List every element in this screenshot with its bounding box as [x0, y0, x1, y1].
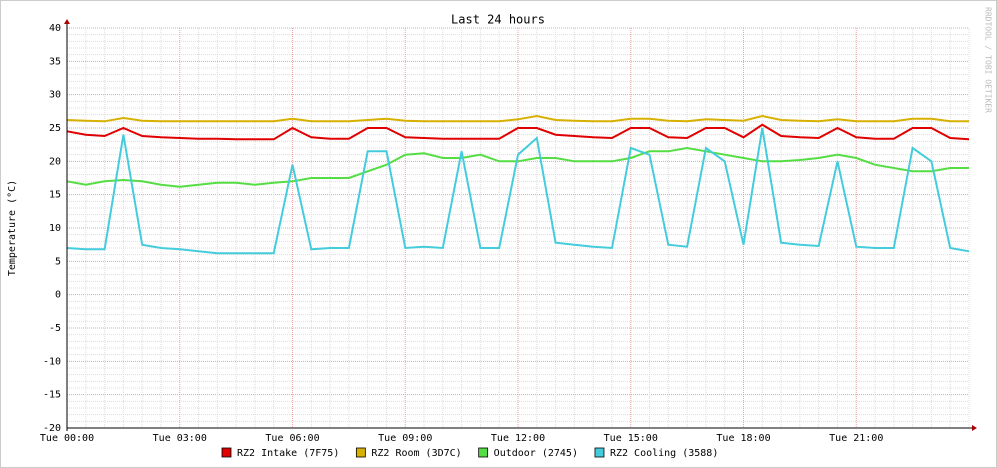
y-arrow — [64, 19, 70, 24]
x-tick-label: Tue 18:00 — [716, 433, 770, 444]
y-tick-label: 10 — [49, 223, 61, 234]
series-line — [66, 114, 969, 123]
y-tick-label: 40 — [49, 23, 61, 34]
legend-label: RZ2 Cooling (3588) — [610, 448, 718, 459]
y-tick-label: 20 — [49, 156, 61, 167]
plot — [66, 114, 970, 255]
chart-title: Last 24 hours — [451, 13, 545, 27]
x-tick-label: Tue 21:00 — [829, 433, 883, 444]
legend: RZ2 Intake (7F75) RZ2 Room (3D7C) Outdoor … — [221, 447, 718, 459]
y-tick-label: 5 — [55, 256, 61, 267]
legend-swatch — [478, 447, 489, 458]
legend-swatch — [221, 447, 232, 458]
y-tick-label: 0 — [55, 290, 61, 301]
x-tick-label: Tue 03:00 — [153, 433, 207, 444]
legend-label: Outdoor (2745) — [494, 448, 578, 459]
y-tick-label: -5 — [49, 323, 61, 334]
x-tick-label: Tue 09:00 — [378, 433, 432, 444]
y-tick-label: 30 — [49, 90, 61, 101]
y-axis-label: Temperature (°C) — [7, 180, 18, 276]
y-tick-label: -10 — [43, 356, 61, 367]
y-tick-label: 35 — [49, 56, 61, 67]
x-tick-label: Tue 12:00 — [491, 433, 545, 444]
x-tick-label: Tue 06:00 — [265, 433, 319, 444]
legend-swatch — [594, 447, 605, 458]
legend-swatch — [355, 447, 366, 458]
watermark: RRDTOOL / TOBI OETIKER — [984, 7, 993, 113]
y-tick-label: 15 — [49, 190, 61, 201]
legend-label: RZ2 Intake (7F75) — [237, 448, 339, 459]
series-line — [66, 123, 970, 141]
x-tick-label: Tue 00:00 — [40, 433, 94, 444]
x-tick-label: Tue 15:00 — [604, 433, 658, 444]
y-tick-label: -15 — [43, 390, 61, 401]
series-line — [66, 146, 969, 188]
x-arrow — [972, 425, 977, 431]
y-tick-label: -20 — [43, 423, 61, 434]
legend-label: RZ2 Room (3D7C) — [371, 448, 461, 459]
y-tick-label: 25 — [49, 123, 61, 134]
series-line — [66, 127, 970, 255]
